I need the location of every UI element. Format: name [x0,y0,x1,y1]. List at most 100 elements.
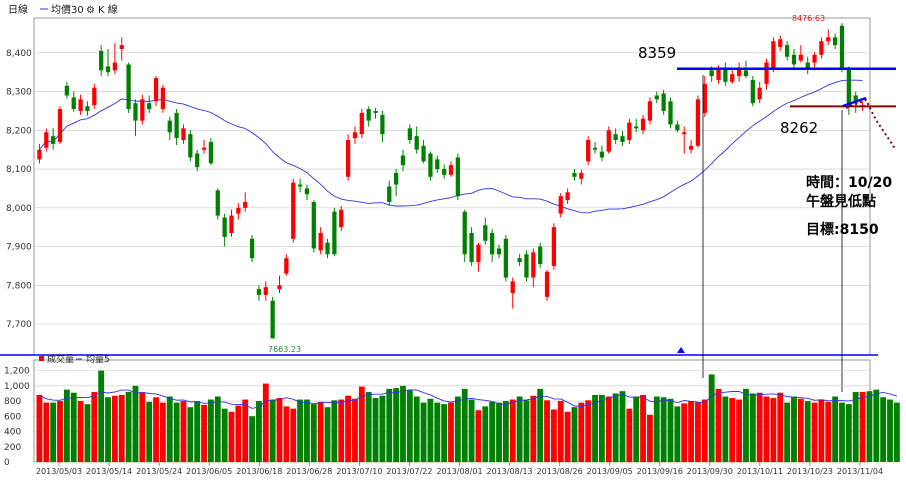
volume-bar [256,401,262,462]
candle-body [791,54,797,65]
volume-bar [873,389,880,462]
candle-body [318,232,323,251]
candle-body [688,145,694,150]
volume-bar [880,397,887,462]
blue-trend-stroke [842,96,867,108]
volume-tick-label: 600 [4,412,21,422]
date-axis: 2013/05/03 2013/05/14 2013/05/24 2013/06/05… [36,462,883,476]
volume-bar [489,401,496,462]
candle-body [778,39,783,48]
x-tick-label: 2013/07/10 [336,467,382,476]
volume-bar [153,397,159,462]
volume-bar [598,394,605,462]
volume-bar [98,370,105,462]
candle-body [743,70,749,77]
candle-body [284,258,289,274]
candle-body [620,136,625,142]
candle-body [373,110,378,113]
candle-body [339,209,344,228]
volume-bar [619,391,626,462]
gear-icon[interactable]: ⚙ [86,5,95,16]
volume-bar [612,393,619,462]
volume-bar [338,399,345,462]
volume-bar [132,385,139,462]
candle-body [414,136,419,150]
volume-bar [743,388,749,462]
candle-body [538,246,543,264]
y-tick-label: 7,800 [6,281,32,291]
y-tick-label: 8,300 [6,88,32,98]
candle-body [531,252,536,278]
candle-body [112,62,118,71]
candle-body [243,201,248,208]
candle-body [736,68,742,77]
candle-body [572,172,577,177]
volume-bar [797,398,804,462]
volume-bar [317,401,324,462]
candle-body [634,126,639,129]
candle-body [147,103,152,110]
volume-bar [228,411,235,462]
candle-body [592,147,598,150]
volume-bar [427,398,434,462]
volume-legend-label: 成交量 [47,353,74,365]
candle-body [256,289,262,295]
candle-body [757,87,762,100]
candle-body [853,95,858,104]
note-time: 時間：10/20 [806,174,892,191]
candle-body [819,41,824,55]
volume-bar [249,416,255,462]
volume-bars [36,370,900,462]
x-tick-label: 2013/10/11 [737,467,783,476]
volume-bar [640,394,646,462]
y-tick-label: 8,200 [6,126,32,136]
candle-body [613,134,618,141]
candle-body [85,106,90,111]
y-tick-label: 7,700 [6,320,32,330]
volume-tick-label: 1,000 [4,382,30,392]
candle-body [92,87,97,106]
volume-bar [324,407,331,462]
volume-bar [523,400,530,462]
candle-body [695,99,701,146]
volume-bar [118,394,125,462]
volume-bar [146,401,153,462]
candle-body [826,37,831,42]
candle-body [291,182,296,239]
volume-bar [406,390,413,462]
candle-body [551,227,557,266]
volume-bar [736,399,743,462]
volume-bar [804,401,811,462]
candle-body [64,85,69,96]
volume-bar [585,400,592,462]
volume-bar [626,408,633,462]
volume-bar [530,395,537,462]
candle-body [222,217,227,237]
volume-bar [352,398,358,462]
volume-bar [57,401,63,462]
volume-bar [345,395,352,462]
volume-bar [235,405,242,462]
volume-bar [564,411,571,462]
volume-bar [825,401,832,462]
candle-body [668,101,673,125]
candle-body [606,130,611,152]
volume-bar [269,399,276,462]
volume-bar [482,406,489,462]
candle-body [297,184,303,187]
candle-body [716,68,721,80]
note-low-point: 午盤見低點 [806,193,876,210]
candle-body [387,186,392,202]
candle-body [181,128,186,141]
x-tick-label: 2013/09/05 [587,467,633,476]
candle-body [332,211,337,255]
volume-bar [84,404,91,462]
candle-body [174,112,179,139]
volume-bar [715,388,722,462]
volume-bar [454,396,461,462]
candle-body [311,201,316,249]
chart-title: 日線 [8,3,28,16]
volume-bar [674,406,681,462]
candle-body [359,112,364,135]
volume-bar [63,389,70,462]
